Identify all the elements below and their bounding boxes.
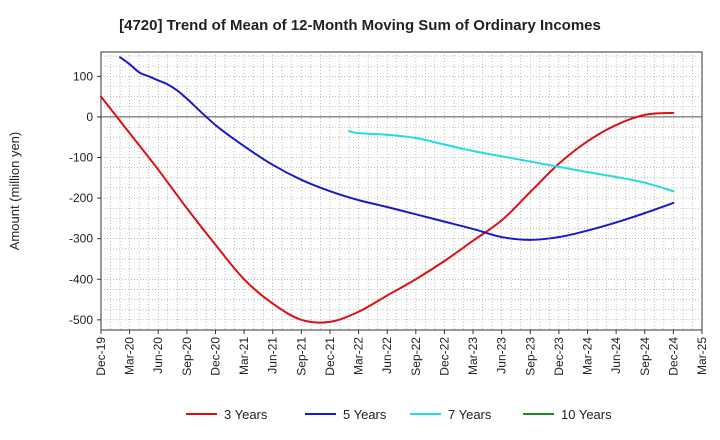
- x-tick-label: Sep-23: [523, 337, 537, 376]
- series-line-7-years: [348, 130, 675, 193]
- x-tick-label: Dec-19: [94, 337, 108, 376]
- plot-frame: [100, 51, 703, 331]
- x-tick-label: Dec-20: [208, 337, 222, 376]
- x-tick-label: Sep-21: [294, 337, 308, 376]
- plot-area: [100, 51, 703, 331]
- x-tick-label: Dec-21: [323, 337, 337, 376]
- x-tick-label: Jun-22: [380, 337, 394, 374]
- x-tick-label: Mar-25: [695, 337, 709, 375]
- legend: 3 Years 5 Years 7 Years 10 Years: [186, 407, 612, 422]
- x-axis: Dec-19 Mar-20 Jun-20 Sep-20 Dec-20 Mar-21 Jun-…: [94, 330, 709, 376]
- x-tick-label: Jun-21: [266, 337, 280, 374]
- x-tick-label: Mar-24: [581, 337, 595, 375]
- series-group: [100, 56, 675, 324]
- x-tick-label: Mar-22: [352, 337, 366, 375]
- x-tick-label: Sep-24: [638, 337, 652, 376]
- x-tick-label: Sep-20: [180, 337, 194, 376]
- x-tick-label: Jun-24: [609, 337, 623, 374]
- legend-label: 10 Years: [561, 407, 612, 422]
- x-tick-label: Sep-22: [409, 337, 423, 376]
- x-tick-label: Mar-20: [123, 337, 137, 375]
- x-tick-label: Mar-21: [237, 337, 251, 375]
- y-tick-label: -100: [69, 151, 93, 165]
- y-tick-label: 100: [73, 69, 93, 83]
- y-tick-label: -300: [69, 232, 93, 246]
- grid: [101, 52, 702, 330]
- x-tick-label: Dec-24: [666, 337, 680, 376]
- y-tick-label: -500: [69, 313, 93, 327]
- x-tick-label: Jun-23: [495, 337, 509, 374]
- y-tick-label: -200: [69, 191, 93, 205]
- legend-label: 3 Years: [224, 407, 268, 422]
- x-tick-label: Mar-23: [466, 337, 480, 375]
- legend-label: 5 Years: [343, 407, 387, 422]
- chart-title: [4720] Trend of Mean of 12-Month Moving …: [119, 17, 601, 34]
- x-tick-label: Jun-20: [151, 337, 165, 374]
- legend-label: 7 Years: [448, 407, 492, 422]
- x-tick-label: Dec-22: [437, 337, 451, 376]
- y-tick-label: -400: [69, 272, 93, 286]
- y-axis: 100 0 -100 -200 -300 -400 -500: [69, 69, 101, 327]
- y-tick-label: 0: [86, 110, 93, 124]
- series-line-5-years: [119, 56, 675, 241]
- x-tick-label: Dec-23: [552, 337, 566, 376]
- y-axis-label: Amount (million yen): [7, 132, 22, 251]
- series-line-3-years: [100, 95, 675, 324]
